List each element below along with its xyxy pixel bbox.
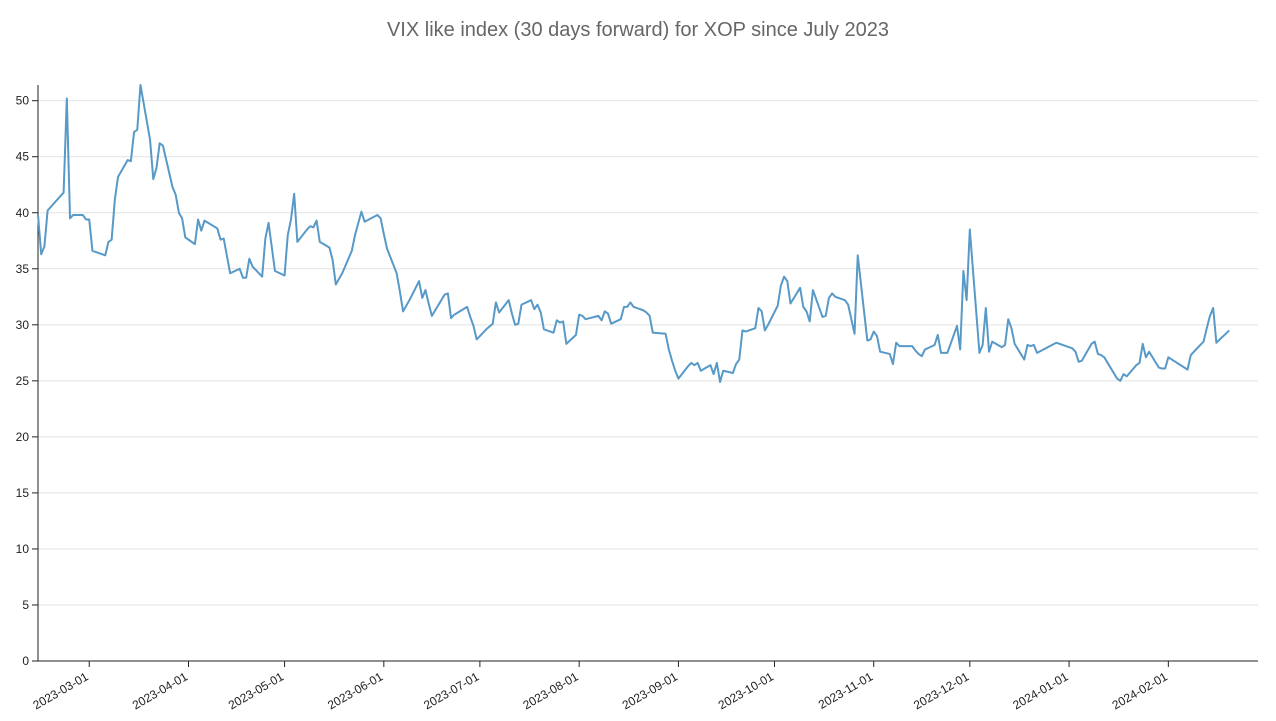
y-tick-label: 20 xyxy=(16,430,30,444)
y-tick-label: 40 xyxy=(16,206,30,220)
x-tick-label: 2023-12-01 xyxy=(911,669,971,712)
x-tick-label: 2023-08-01 xyxy=(520,669,580,712)
x-tick-label: 2023-07-01 xyxy=(421,669,481,712)
y-tick-label: 50 xyxy=(16,94,30,108)
y-tick-label: 10 xyxy=(16,542,30,556)
y-tick-label: 30 xyxy=(16,318,30,332)
x-tick-label: 2023-06-01 xyxy=(325,669,385,712)
x-tick-label: 2024-02-01 xyxy=(1110,669,1170,712)
series-line xyxy=(37,84,1230,383)
x-tick-label: 2024-01-01 xyxy=(1010,669,1070,712)
x-tick-label: 2023-03-01 xyxy=(31,669,91,712)
x-tick-label: 2023-10-01 xyxy=(716,669,776,712)
y-tick-label: 25 xyxy=(16,374,30,388)
x-tick-label: 2023-05-01 xyxy=(226,669,286,712)
y-tick-label: 15 xyxy=(16,486,30,500)
x-tick-label: 2023-04-01 xyxy=(130,669,190,712)
x-tick-label: 2023-09-01 xyxy=(620,669,680,712)
y-tick-label: 35 xyxy=(16,262,30,276)
y-tick-label: 45 xyxy=(16,150,30,164)
chart-title: VIX like index (30 days forward) for XOP… xyxy=(387,19,889,41)
x-tick-label: 2023-11-01 xyxy=(816,669,876,712)
y-tick-label: 5 xyxy=(22,598,29,612)
y-tick-label: 0 xyxy=(22,654,29,668)
